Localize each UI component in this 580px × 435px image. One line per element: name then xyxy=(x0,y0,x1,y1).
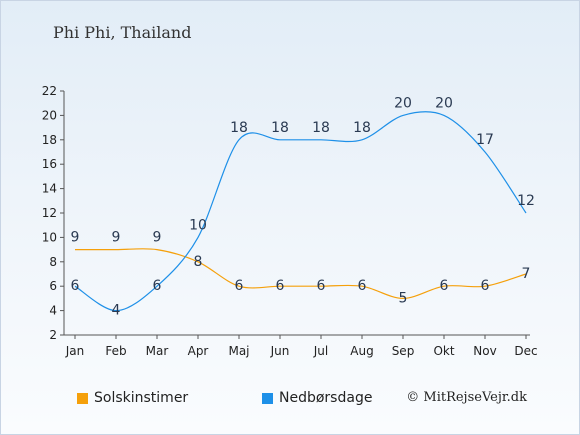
x-tick-label: Aug xyxy=(350,344,373,358)
y-tick-label: 14 xyxy=(42,182,57,196)
legend-item-sun: Solskinstimer xyxy=(77,390,188,406)
data-label-sun: 6 xyxy=(481,278,490,294)
x-tick-label: Nov xyxy=(473,344,496,358)
data-label-sun: 9 xyxy=(153,230,162,246)
x-tick-label: Mar xyxy=(146,344,169,358)
data-label-rain: 18 xyxy=(271,120,289,136)
data-label-rain: 18 xyxy=(230,120,248,136)
copyright: © MitRejseVejr.dk xyxy=(406,390,527,405)
data-label-sun: 6 xyxy=(440,278,449,294)
data-label-sun: 7 xyxy=(522,266,531,282)
sun-swatch xyxy=(77,392,88,404)
series-line-sun xyxy=(75,248,527,300)
y-tick-label: 22 xyxy=(42,84,57,98)
data-label-rain: 4 xyxy=(112,303,121,319)
legend-label-rain: Nedbørsdage xyxy=(279,390,373,406)
x-tick-label: Jun xyxy=(270,344,290,358)
data-label-rain: 12 xyxy=(517,193,535,209)
x-tick-label: Okt xyxy=(433,344,454,358)
y-tick-label: 8 xyxy=(49,255,57,269)
rain-swatch xyxy=(262,392,273,404)
y-tick-label: 18 xyxy=(42,133,57,147)
data-label-rain: 6 xyxy=(153,278,162,294)
x-tick-label: Maj xyxy=(228,344,249,358)
x-tick-label: Apr xyxy=(188,344,209,358)
data-label-sun: 6 xyxy=(235,278,244,294)
data-label-rain: 10 xyxy=(189,217,207,233)
x-tick-label: Jul xyxy=(313,344,328,358)
x-tick-label: Sep xyxy=(392,344,415,358)
y-tick-label: 10 xyxy=(42,230,57,244)
y-tick-label: 12 xyxy=(42,206,57,220)
chart-title: Phi Phi, Thailand xyxy=(53,23,192,42)
data-label-rain: 18 xyxy=(312,120,330,136)
y-tick-label: 4 xyxy=(49,304,57,318)
data-label-rain: 6 xyxy=(71,278,80,294)
data-label-sun: 6 xyxy=(358,278,367,294)
y-tick-label: 6 xyxy=(49,279,57,293)
data-label-sun: 9 xyxy=(71,230,80,246)
series-line-rain xyxy=(74,111,527,312)
data-label-rain: 18 xyxy=(353,120,371,136)
y-tick-label: 2 xyxy=(49,328,57,342)
y-tick-label: 20 xyxy=(42,108,57,122)
x-tick-label: Jan xyxy=(65,344,85,358)
data-label-sun: 8 xyxy=(194,254,203,270)
x-tick-label: Dec xyxy=(514,344,537,358)
legend-item-rain: Nedbørsdage xyxy=(262,390,372,406)
y-tick-label: 16 xyxy=(42,157,57,171)
data-label-sun: 6 xyxy=(276,278,285,294)
data-label-rain: 20 xyxy=(435,95,453,111)
data-label-sun: 5 xyxy=(399,290,408,306)
data-label-sun: 6 xyxy=(317,278,326,294)
data-label-sun: 9 xyxy=(112,230,121,246)
x-tick-label: Feb xyxy=(105,344,126,358)
legend-label-sun: Solskinstimer xyxy=(94,390,189,406)
data-label-rain: 20 xyxy=(394,95,412,111)
data-label-rain: 17 xyxy=(476,132,494,148)
